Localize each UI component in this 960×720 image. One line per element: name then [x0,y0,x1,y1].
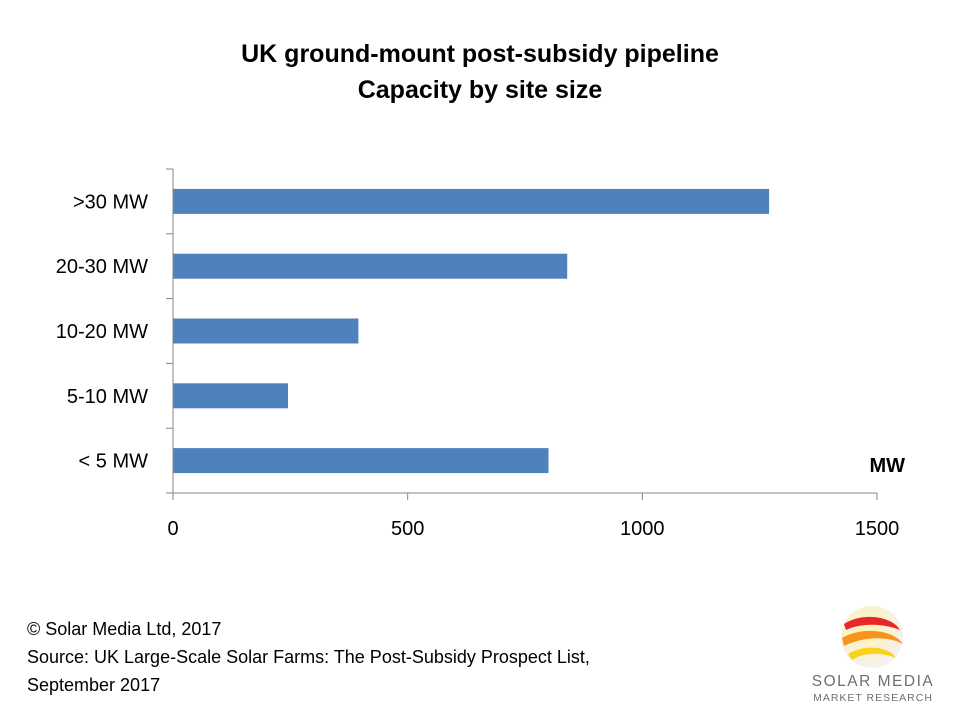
bar-4 [173,383,288,409]
x-tick-label: 1000 [620,518,665,540]
category-label: 5-10 MW [67,386,148,408]
axes-layer [166,168,878,500]
x-tick-label: 1500 [855,518,900,540]
logo-swoosh [848,647,896,660]
x-tick-label: 0 [167,518,178,540]
footer: © Solar Media Ltd, 2017 Source: UK Large… [27,615,590,699]
labels-layer: >30 MW 20-30 MW 10-20 MW 5-10 MW < 5 MW 0 500 1… [56,191,905,540]
logo-swoosh [842,630,903,646]
category-label: 20-30 MW [56,256,148,278]
bar-chart: >30 MW 20-30 MW 10-20 MW 5-10 MW < 5 MW 0 500 1… [56,168,905,540]
category-label: 10-20 MW [56,321,148,343]
chart-title-block: UK ground-mount post-subsidy pipeline Ca… [0,36,960,108]
chart-title: UK ground-mount post-subsidy pipeline [241,40,719,68]
globe-logo-icon [841,606,903,668]
bars-layer [173,188,770,474]
bar-2 [173,253,568,279]
logo-swoosh [844,616,900,630]
copyright-text: © Solar Media Ltd, 2017 [27,619,222,639]
solar-media-logo: SOLAR MEDIA MARKET RESEARCH [800,600,950,710]
logo-name: SOLAR MEDIA [811,673,935,690]
source-text-line1: Source: UK Large-Scale Solar Farms: The … [27,647,590,667]
x-axis-label: MW [869,455,905,477]
category-label: < 5 MW [79,451,149,473]
bar-3 [173,318,359,344]
chart-subtitle: Capacity by site size [357,76,603,104]
source-text-line2: September 2017 [27,675,161,695]
bar-5 [173,448,549,474]
category-label: >30 MW [73,191,148,213]
x-tick-label: 500 [391,518,424,540]
logo-tagline: MARKET RESEARCH [813,692,933,704]
bar-1 [173,188,770,214]
